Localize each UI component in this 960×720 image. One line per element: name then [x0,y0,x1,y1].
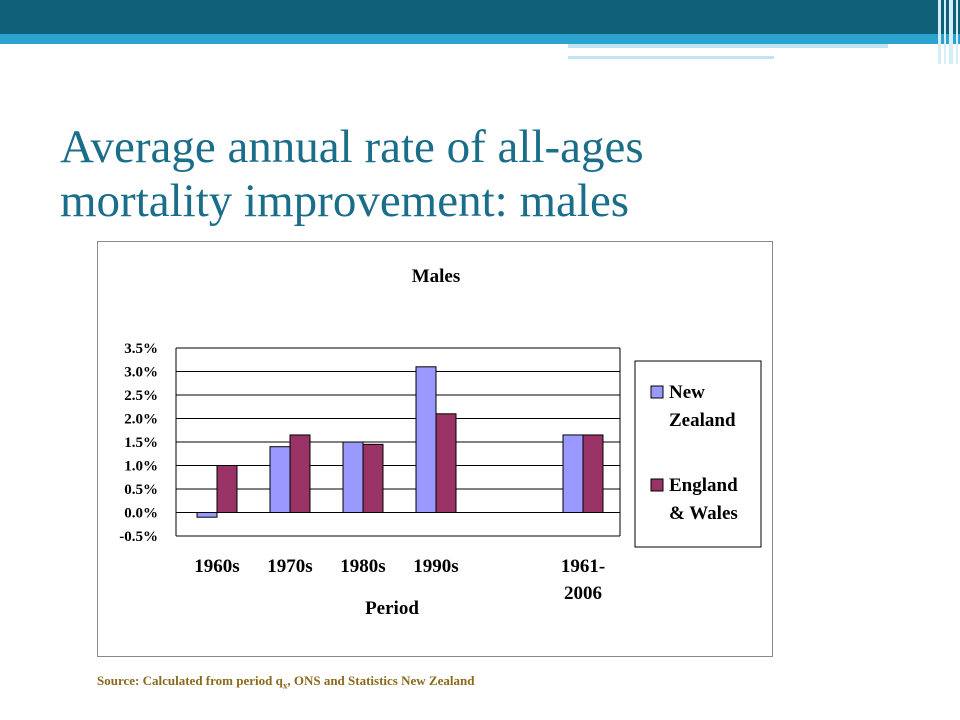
x-tick-label: 1961- [561,556,605,577]
source-subscript: x [282,680,288,691]
source-prefix: Source: Calculated from period q [97,673,283,688]
x-axis-label: Period [365,598,419,619]
header-accent-line [568,44,888,48]
chart-gridlines [175,347,621,537]
bar-england-wales [216,465,238,513]
y-tick-label: 1.5% [124,435,158,451]
source-note: Source: Calculated from period qx, ONS a… [97,673,474,691]
y-tick-label: 2.5% [124,388,158,404]
header-stripe [0,34,960,44]
bar-england-wales [289,434,311,513]
header-right-decoration [934,0,960,64]
x-tick-label: 2006 [564,583,602,604]
bar-england-wales [435,413,457,513]
legend-swatch [650,385,664,399]
slide-title-line-2: mortality improvement: males [60,175,630,227]
bar-new-zealand [415,366,437,513]
x-tick-label: 1980s [340,556,385,577]
legend-swatch [650,478,664,492]
header-accent-line-lower [568,56,774,59]
legend-label: New [669,382,705,403]
bar-chart: Males 3.5% 3.0% 2.5% 2.0% 1.5% 1.0% 0.5% 0.0% -0… [119,266,762,619]
y-tick-label: 3.0% [124,365,158,381]
y-tick-label: 0.0% [124,506,158,522]
chart-frame: Males 3.5% 3.0% 2.5% 2.0% 1.5% 1.0% 0.5% 0.0% -0… [97,241,773,657]
y-tick-label: -0.5% [119,529,158,545]
y-tick-label: 3.5% [124,341,158,357]
bar-new-zealand [196,512,218,518]
header-bar [0,0,960,34]
source-suffix: , ONS and Statistics New Zealand [287,673,475,688]
bar-england-wales [582,434,604,513]
chart-legend: New Zealand England & Wales [634,360,762,548]
bar-new-zealand [342,441,364,513]
legend-label: England [669,475,738,496]
bar-new-zealand [269,446,291,513]
x-tick-label: 1970s [267,556,312,577]
x-tick-label: 1990s [413,556,458,577]
x-axis-ticks: 1960s 1970s 1980s 1990s 1961- 2006 [194,556,605,604]
bar-england-wales [362,443,384,514]
slide-title: Average annual rate of all-ages mortalit… [60,120,880,228]
chart-bars [196,366,604,518]
x-tick-label: 1960s [194,556,239,577]
slide-title-line-1: Average annual rate of all-ages [60,121,644,173]
y-tick-label: 0.5% [124,482,158,498]
y-tick-label: 2.0% [124,412,158,428]
y-axis-ticks: 3.5% 3.0% 2.5% 2.0% 1.5% 1.0% 0.5% 0.0% -0.5% [119,341,158,545]
legend-label: Zealand [669,410,736,431]
bar-new-zealand [562,434,584,513]
chart-title: Males [412,266,461,287]
y-tick-label: 1.0% [124,459,158,475]
legend-label: & Wales [669,503,738,524]
